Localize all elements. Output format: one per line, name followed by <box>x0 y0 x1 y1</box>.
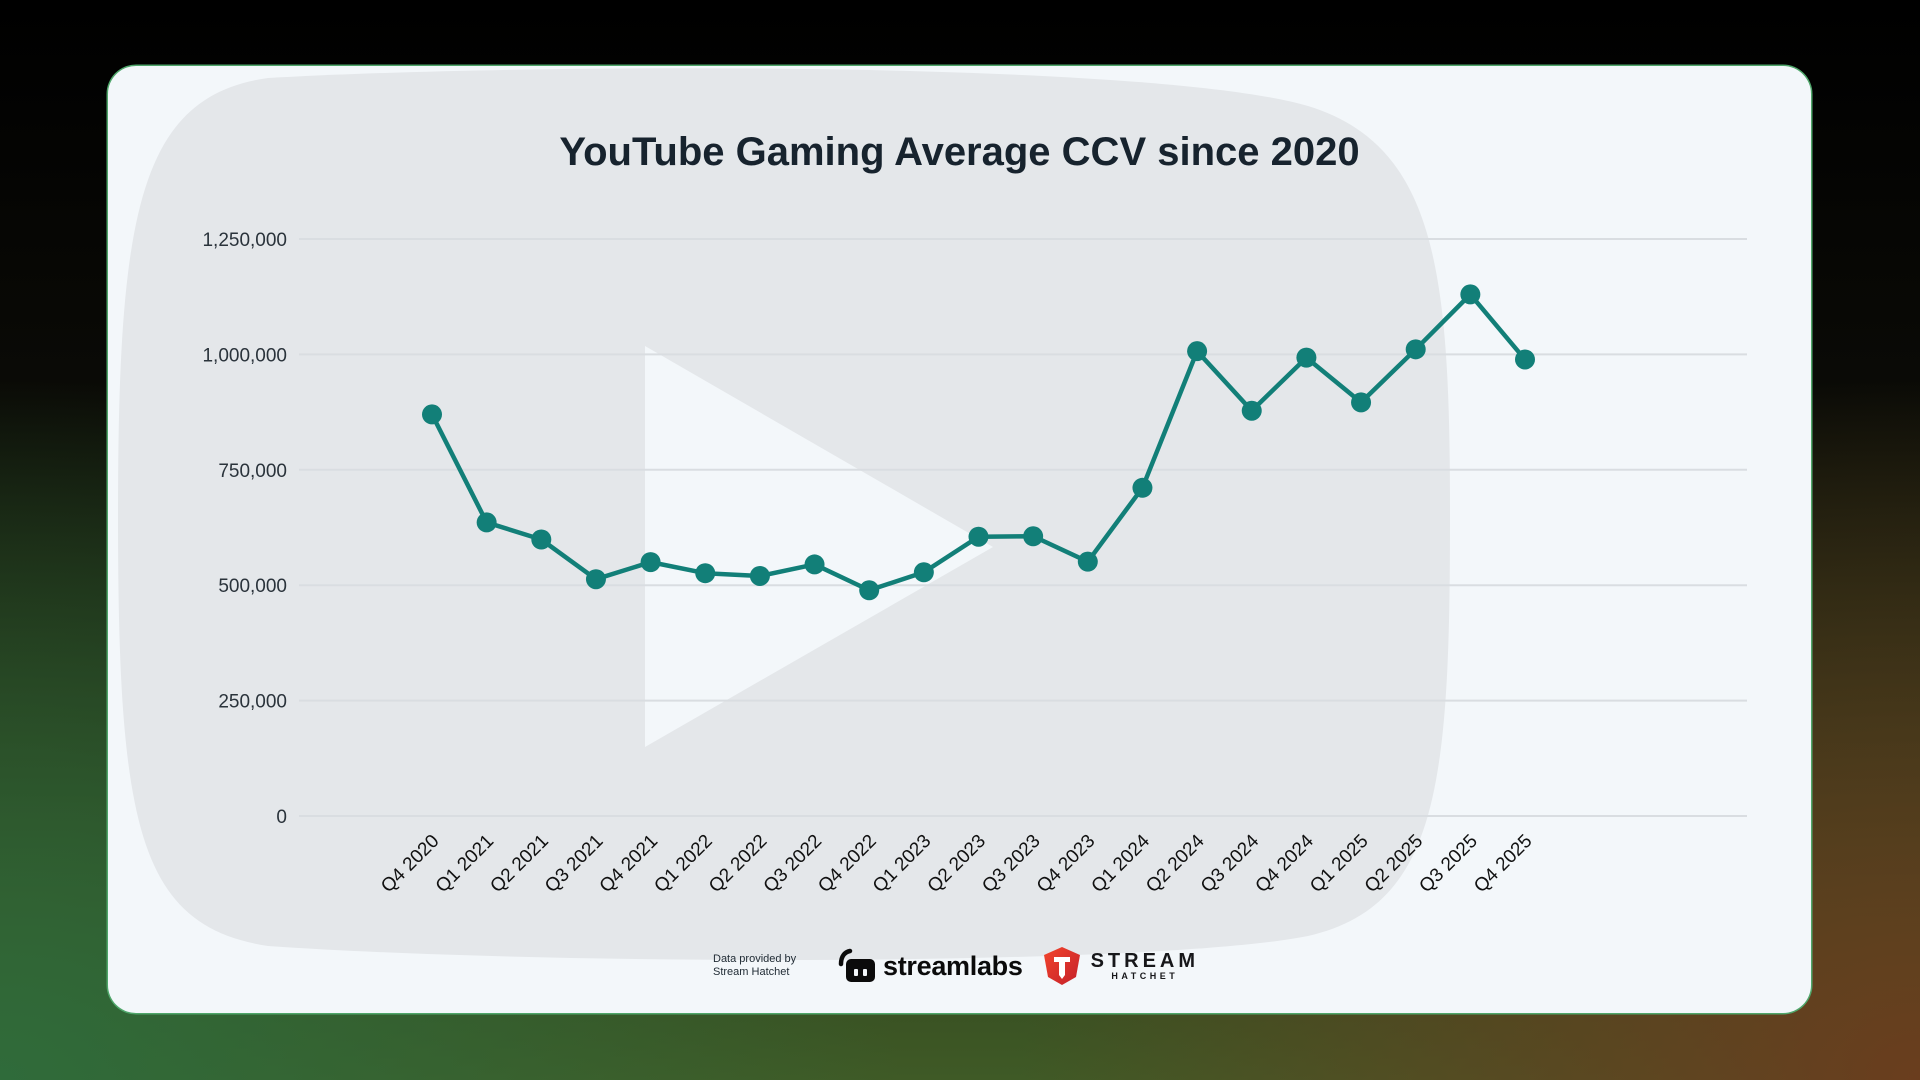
stream-hatchet-icon <box>1043 947 1080 985</box>
stream-hatchet-wordmark: STREAM HATCHET <box>1091 951 1199 981</box>
data-point[interactable] <box>1132 477 1153 498</box>
data-point[interactable] <box>1296 347 1317 368</box>
data-point[interactable] <box>749 565 770 586</box>
stream-hatchet-main: STREAM <box>1090 950 1200 972</box>
streamlabs-wordmark: streamlabs <box>883 950 1023 981</box>
streamlabs-icon <box>838 948 875 982</box>
data-point[interactable] <box>1460 284 1481 305</box>
stream-hatchet-logo: STREAM HATCHET <box>1041 945 1199 987</box>
data-point[interactable] <box>1515 349 1535 370</box>
x-tick-label: Q3 2025 <box>1415 831 1481 897</box>
y-tick-label: 1,000,000 <box>202 345 287 366</box>
data-point[interactable] <box>531 529 552 550</box>
data-point[interactable] <box>1077 551 1098 572</box>
data-point[interactable] <box>1023 526 1044 547</box>
y-axis-labels: 0 250,000 500,000 750,000 1,000,000 1,250,000 <box>202 230 287 828</box>
chart-title: YouTube Gaming Average CCV since 2020 <box>559 130 1360 174</box>
data-point[interactable] <box>585 569 606 590</box>
footer-credits: Data provided by Stream Hatchet streamla… <box>713 941 1199 991</box>
data-point[interactable] <box>695 563 716 584</box>
y-tick-label: 500,000 <box>218 576 287 597</box>
x-tick-label: Q4 2025 <box>1470 831 1536 897</box>
gridlines <box>299 238 1747 817</box>
data-point[interactable] <box>913 562 934 583</box>
data-point[interactable] <box>476 512 497 533</box>
y-tick-label: 750,000 <box>218 461 287 482</box>
data-point[interactable] <box>859 580 880 601</box>
data-point[interactable] <box>1351 392 1372 413</box>
credit-line-1: Data provided by <box>713 953 797 965</box>
y-tick-label: 250,000 <box>218 692 287 713</box>
stream-hatchet-sub: HATCHET <box>1111 971 1179 981</box>
data-credit: Data provided by Stream Hatchet <box>713 953 823 979</box>
credit-line-2: Stream Hatchet <box>713 966 790 978</box>
y-tick-label: 0 <box>276 807 287 828</box>
data-point[interactable] <box>1405 339 1426 360</box>
data-point[interactable] <box>1187 341 1208 362</box>
chart-card: 0 250,000 500,000 750,000 1,000,000 1,250,000… <box>108 66 1811 1013</box>
data-point[interactable] <box>804 554 825 575</box>
y-tick-label: 1,250,000 <box>202 230 287 251</box>
data-point[interactable] <box>968 526 989 547</box>
streamlabs-logo: streamlabs <box>837 948 1023 984</box>
data-point[interactable] <box>1241 400 1262 421</box>
data-point[interactable] <box>640 552 661 573</box>
line-chart: 0 250,000 500,000 750,000 1,000,000 1,250,000… <box>118 68 1747 960</box>
data-point[interactable] <box>422 404 442 425</box>
data-points <box>422 284 1535 601</box>
youtube-logo-watermark-icon <box>118 68 1450 960</box>
